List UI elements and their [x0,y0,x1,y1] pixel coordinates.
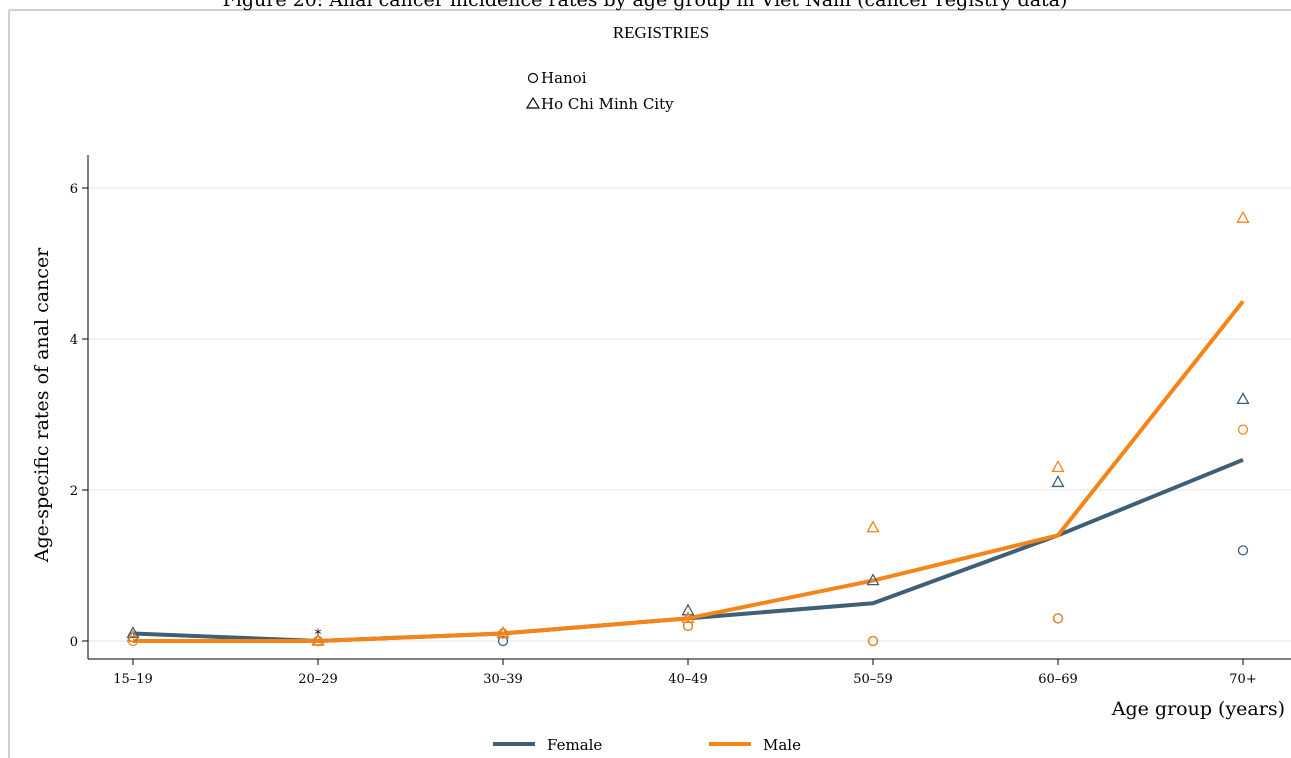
marker-triangle-female-4 [866,573,880,586]
marker-triangle-female-5 [1051,475,1065,488]
legend-entry-female: Female [547,736,602,754]
x-tick-label-2: 30–39 [483,672,523,687]
y-tick-label-2: 4 [70,333,78,348]
marker-triangle-male-5 [1051,460,1065,473]
legend-label-1: Ho Chi Minh City [541,95,674,113]
marker-circle-male-6 [1237,424,1249,435]
x-tick-label-3: 40–49 [668,672,708,687]
marker-circle-female-2 [497,635,509,647]
legend-symbol-circle [527,72,539,84]
y-tick-label-0: 0 [70,635,78,650]
x-tick-label-0: 15–19 [113,672,153,687]
series-line-male [133,300,1245,643]
marker-circle-female-6 [1237,545,1249,556]
legend-entry-male: Male [763,736,801,754]
registry-legend: Hanoi Ho Chi Minh City [525,69,674,113]
plot-frame [8,9,1291,758]
marker-triangle-male-4 [866,520,880,533]
chart-title: Figure 20: Anal cancer incidence rates b… [223,0,1068,11]
marker-triangle-female-6 [1236,392,1250,405]
x-axis-ticks: 15–19 20–29 30–39 40–49 50–59 60–69 70+ [113,659,1257,687]
y-tick-label-3: 6 [70,182,78,197]
x-tick-label-4: 50–59 [853,672,893,687]
marker-triangle-male-6 [1236,210,1250,223]
series-legend: Female Male [493,736,801,754]
gridlines [88,187,1291,642]
annotation-0: * [315,627,322,643]
marker-triangle-male-2 [496,626,510,639]
marker-triangle-male-0 [126,629,140,642]
series-lines [132,300,1245,643]
marker-circle-male-3 [682,620,694,632]
marker-circle-male-5 [1052,613,1064,624]
marker-triangle-female-0 [126,626,140,639]
x-tick-label-5: 60–69 [1038,672,1078,687]
x-axis-label: Age group (years) [1111,698,1285,720]
series-line-female [132,457,1244,643]
marker-circle-male-4 [867,635,879,647]
x-tick-label-1: 20–29 [298,672,338,687]
marker-triangle-male-1 [311,633,325,646]
x-tick-label-6: 70+ [1229,672,1256,687]
legend-label-0: Hanoi [541,69,587,87]
marker-triangle-female-3 [681,603,695,616]
y-tick-label-1: 2 [70,484,78,499]
axes [87,155,1291,660]
y-axis-ticks: 0 2 4 6 [70,182,88,650]
marker-triangle-male-3 [681,611,695,623]
chart-subtitle: REGISTRIES [613,23,709,42]
legend-symbol-triangle [525,96,541,109]
registry-markers [126,210,1250,647]
y-axis-label: Age-specific rates of anal cancer [31,247,53,563]
annotations: * [315,627,322,643]
